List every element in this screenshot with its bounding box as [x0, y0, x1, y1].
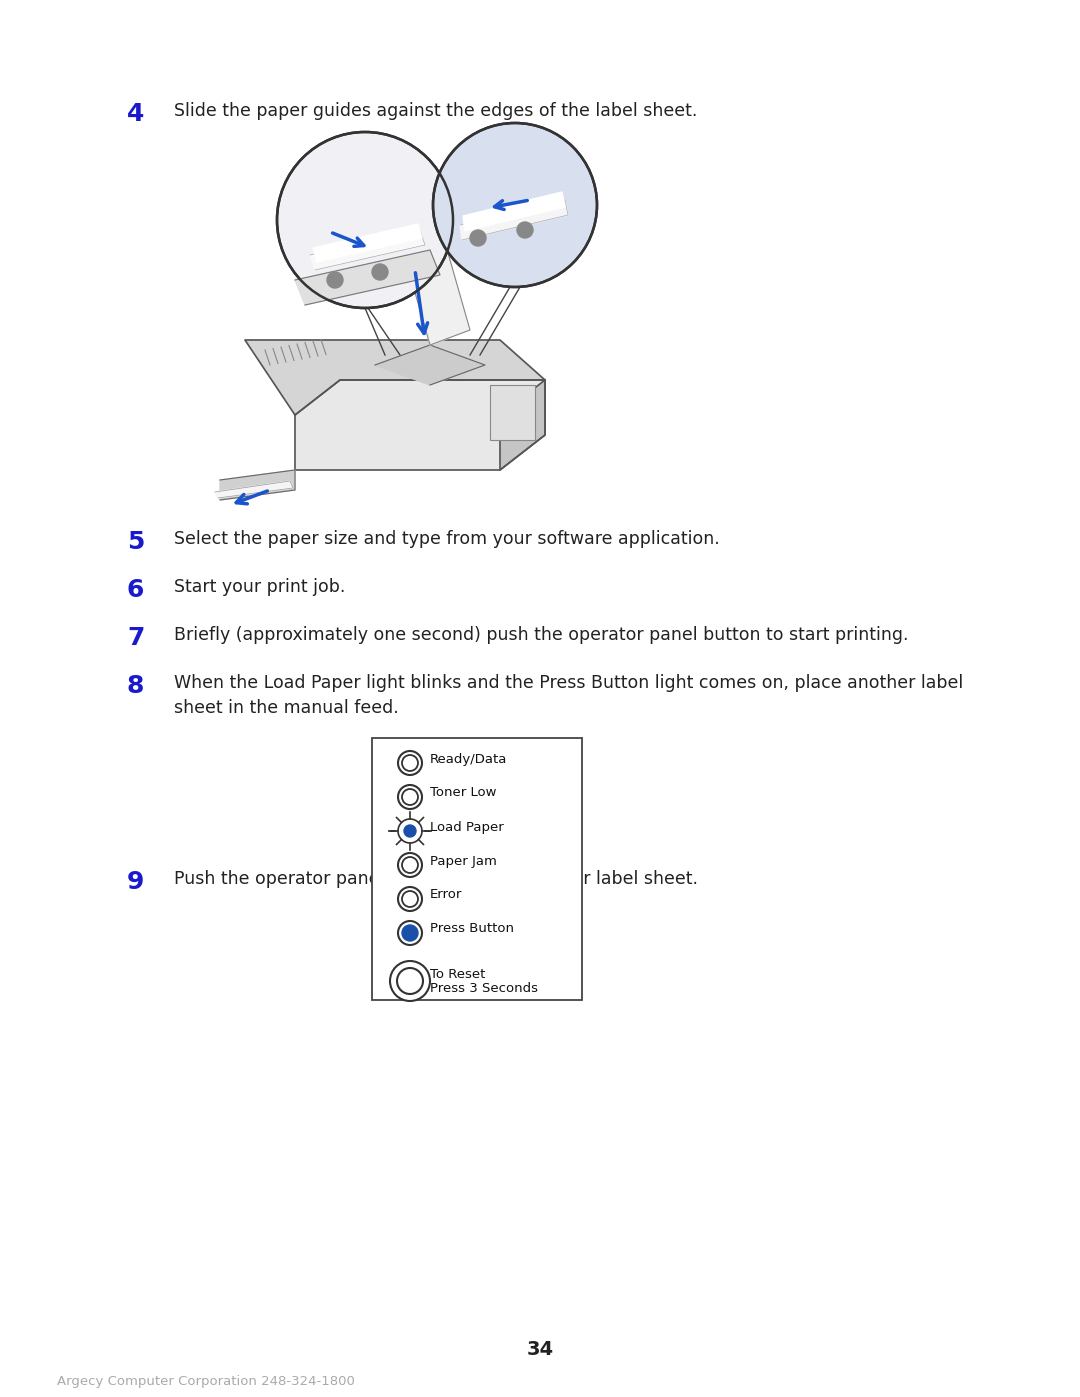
Text: Push the operator panel button to print another label sheet.: Push the operator panel button to print … — [174, 870, 698, 888]
Text: 4: 4 — [127, 102, 145, 126]
Text: Toner Low: Toner Low — [430, 787, 497, 799]
Polygon shape — [375, 345, 485, 386]
Text: Press Button: Press Button — [430, 922, 514, 936]
Polygon shape — [295, 250, 440, 305]
Circle shape — [433, 123, 597, 286]
Circle shape — [402, 891, 418, 907]
Circle shape — [390, 961, 430, 1002]
Text: Start your print job.: Start your print job. — [174, 578, 346, 597]
Circle shape — [399, 785, 422, 809]
Bar — [372, 738, 582, 1000]
Text: 7: 7 — [127, 626, 145, 650]
Circle shape — [399, 752, 422, 775]
Polygon shape — [215, 481, 293, 497]
Text: Briefly (approximately one second) push the operator panel button to start print: Briefly (approximately one second) push … — [174, 626, 908, 644]
Circle shape — [402, 754, 418, 771]
Circle shape — [397, 968, 423, 995]
Text: To Reset: To Reset — [430, 968, 485, 982]
Text: Ready/Data: Ready/Data — [430, 753, 508, 766]
Text: 6: 6 — [127, 578, 145, 602]
Polygon shape — [463, 191, 565, 231]
Circle shape — [404, 826, 416, 837]
Circle shape — [327, 272, 343, 288]
Polygon shape — [460, 200, 568, 240]
Text: 8: 8 — [127, 673, 145, 698]
Text: Press 3 Seconds: Press 3 Seconds — [430, 982, 538, 995]
Circle shape — [372, 264, 388, 279]
Text: When the Load Paper light blinks and the Press Button light comes on, place anot: When the Load Paper light blinks and the… — [174, 673, 963, 692]
Circle shape — [399, 921, 422, 944]
Circle shape — [402, 925, 418, 942]
Text: 34: 34 — [526, 1340, 554, 1359]
Polygon shape — [400, 225, 470, 345]
Polygon shape — [500, 380, 545, 469]
Circle shape — [470, 231, 486, 246]
Circle shape — [402, 789, 418, 805]
Polygon shape — [310, 231, 426, 270]
Polygon shape — [245, 339, 545, 415]
Circle shape — [399, 887, 422, 911]
Circle shape — [399, 819, 422, 842]
Circle shape — [399, 854, 422, 877]
Text: Argecy Computer Corporation 248-324-1800: Argecy Computer Corporation 248-324-1800 — [57, 1375, 355, 1389]
Text: sheet in the manual feed.: sheet in the manual feed. — [174, 698, 399, 717]
Bar — [490, 386, 535, 440]
Text: 5: 5 — [127, 529, 145, 555]
Polygon shape — [220, 469, 295, 500]
Text: Select the paper size and type from your software application.: Select the paper size and type from your… — [174, 529, 719, 548]
Circle shape — [276, 131, 453, 307]
Text: Error: Error — [430, 888, 462, 901]
Polygon shape — [313, 224, 422, 263]
Text: Slide the paper guides against the edges of the label sheet.: Slide the paper guides against the edges… — [174, 102, 698, 120]
Polygon shape — [295, 380, 545, 469]
Text: 9: 9 — [127, 870, 145, 894]
Circle shape — [517, 222, 534, 237]
Text: Paper Jam: Paper Jam — [430, 855, 497, 868]
Text: Load Paper: Load Paper — [430, 820, 503, 834]
Circle shape — [402, 856, 418, 873]
